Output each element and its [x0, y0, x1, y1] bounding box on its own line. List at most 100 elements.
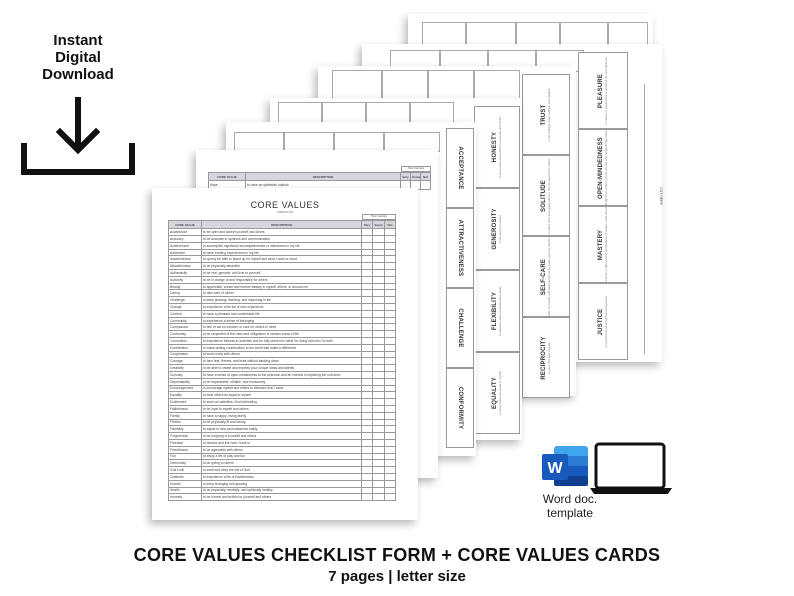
some-checkbox[interactable]	[372, 241, 385, 250]
very-checkbox[interactable]	[361, 411, 373, 420]
very-checkbox[interactable]	[361, 241, 373, 250]
some-checkbox[interactable]	[372, 445, 385, 454]
very-checkbox[interactable]	[361, 323, 373, 332]
very-checkbox[interactable]	[361, 384, 373, 393]
some-checkbox[interactable]	[372, 398, 385, 406]
not-checkbox[interactable]	[384, 309, 396, 318]
some-checkbox[interactable]	[372, 425, 385, 434]
very-checkbox[interactable]	[361, 269, 373, 277]
very-checkbox[interactable]	[361, 438, 373, 447]
some-checkbox[interactable]	[372, 350, 385, 359]
not-checkbox[interactable]	[384, 425, 396, 434]
very-checkbox[interactable]	[361, 350, 373, 359]
some-checkbox[interactable]	[372, 370, 385, 379]
some-checkbox[interactable]	[372, 452, 385, 461]
not-checkbox[interactable]	[384, 404, 396, 413]
very-checkbox[interactable]	[361, 343, 373, 352]
very-checkbox[interactable]	[361, 289, 373, 298]
not-checkbox[interactable]	[384, 432, 396, 440]
not-checkbox[interactable]	[384, 241, 396, 250]
some-checkbox[interactable]	[372, 289, 385, 298]
not-checkbox[interactable]	[384, 384, 396, 393]
very-checkbox[interactable]	[361, 391, 373, 400]
some-checkbox[interactable]	[372, 459, 385, 468]
very-checkbox[interactable]	[361, 466, 373, 474]
very-checkbox[interactable]	[361, 316, 373, 325]
not-checkbox[interactable]	[384, 438, 396, 447]
not-checkbox[interactable]	[384, 262, 396, 271]
not-checkbox[interactable]	[384, 282, 396, 291]
not-checkbox[interactable]	[384, 337, 396, 345]
not-checkbox[interactable]	[384, 364, 396, 372]
some-checkbox[interactable]	[372, 330, 385, 338]
not-checkbox[interactable]	[384, 370, 396, 379]
very-checkbox[interactable]	[361, 486, 373, 495]
not-checkbox[interactable]	[384, 228, 396, 237]
very-checkbox[interactable]	[361, 309, 373, 318]
very-checkbox[interactable]	[361, 459, 373, 468]
not-checkbox[interactable]	[384, 472, 396, 481]
some-checkbox[interactable]	[372, 228, 385, 237]
some-checkbox[interactable]	[372, 303, 385, 311]
some-checkbox[interactable]	[372, 364, 385, 372]
very-checkbox[interactable]	[361, 452, 373, 461]
very-checkbox[interactable]	[361, 479, 373, 488]
not-checkbox[interactable]	[384, 486, 396, 495]
very-checkbox[interactable]	[361, 303, 373, 311]
not-checkbox[interactable]	[384, 391, 396, 400]
not-checkbox[interactable]	[384, 411, 396, 420]
very-checkbox[interactable]	[361, 432, 373, 440]
not-checkbox[interactable]	[384, 466, 396, 474]
some-checkbox[interactable]	[372, 316, 385, 325]
not-checkbox[interactable]	[384, 459, 396, 468]
not-checkbox[interactable]	[384, 316, 396, 325]
some-checkbox[interactable]	[372, 255, 385, 264]
very-checkbox[interactable]	[361, 275, 373, 284]
not-checkbox[interactable]	[384, 255, 396, 264]
very-checkbox[interactable]	[361, 377, 373, 386]
very-checkbox[interactable]	[361, 296, 373, 305]
very-checkbox[interactable]	[361, 235, 373, 243]
not-checkbox[interactable]	[384, 445, 396, 454]
very-checkbox[interactable]	[361, 337, 373, 345]
some-checkbox[interactable]	[372, 269, 385, 277]
some-checkbox[interactable]	[372, 486, 385, 495]
some-checkbox[interactable]	[372, 262, 385, 271]
not-checkbox[interactable]	[384, 343, 396, 352]
not-checkbox[interactable]	[384, 493, 396, 502]
not-checkbox[interactable]	[384, 303, 396, 311]
some-checkbox[interactable]	[372, 391, 385, 400]
not-checkbox[interactable]	[384, 398, 396, 406]
very-checkbox[interactable]	[361, 282, 373, 291]
some-checkbox[interactable]	[372, 384, 385, 393]
some-checkbox[interactable]	[372, 411, 385, 420]
some-checkbox[interactable]	[372, 438, 385, 447]
some-checkbox[interactable]	[372, 309, 385, 318]
not-checkbox[interactable]	[384, 235, 396, 243]
very-checkbox[interactable]	[361, 493, 373, 502]
some-checkbox[interactable]	[372, 248, 385, 257]
very-checkbox[interactable]	[361, 330, 373, 338]
very-checkbox[interactable]	[361, 357, 373, 366]
some-checkbox[interactable]	[372, 296, 385, 305]
not-checkbox[interactable]	[384, 350, 396, 359]
some-checkbox[interactable]	[372, 418, 385, 427]
some-checkbox[interactable]	[372, 432, 385, 440]
very-checkbox[interactable]	[361, 472, 373, 481]
some-checkbox[interactable]	[372, 323, 385, 332]
very-checkbox[interactable]	[361, 228, 373, 237]
not-checkbox[interactable]	[384, 418, 396, 427]
not-checkbox[interactable]	[384, 269, 396, 277]
some-checkbox[interactable]	[372, 472, 385, 481]
very-checkbox[interactable]	[361, 418, 373, 427]
some-checkbox[interactable]	[372, 493, 385, 502]
not-checkbox[interactable]	[384, 357, 396, 366]
not-checkbox[interactable]	[384, 377, 396, 386]
very-checkbox[interactable]	[361, 404, 373, 413]
not-checkbox[interactable]	[384, 452, 396, 461]
some-checkbox[interactable]	[372, 466, 385, 474]
some-checkbox[interactable]	[372, 282, 385, 291]
some-checkbox[interactable]	[372, 337, 385, 345]
very-checkbox[interactable]	[361, 425, 373, 434]
some-checkbox[interactable]	[372, 275, 385, 284]
